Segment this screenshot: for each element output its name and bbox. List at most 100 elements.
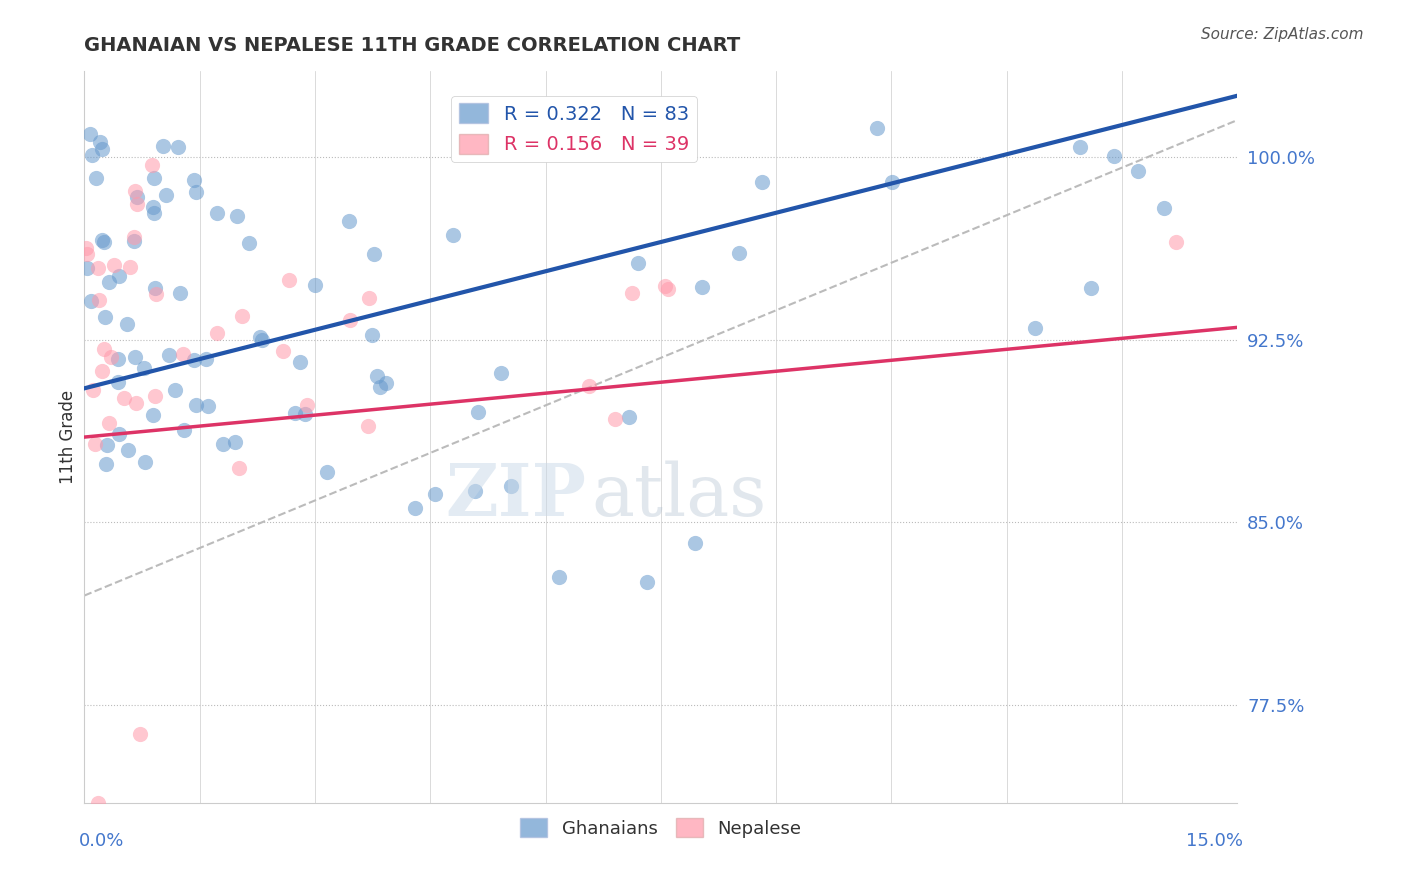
Point — [690, 280, 713, 294]
Point — [132, 360, 155, 375]
Point — [91, 142, 114, 156]
Point — [122, 234, 145, 248]
Point — [316, 465, 339, 479]
Point — [145, 389, 167, 403]
Point — [250, 333, 273, 347]
Point — [163, 383, 186, 397]
Text: atlas: atlas — [592, 460, 768, 531]
Point — [657, 282, 679, 296]
Point — [1164, 235, 1187, 249]
Point — [76, 247, 98, 261]
Point — [108, 427, 131, 442]
Point — [145, 286, 167, 301]
Point — [375, 376, 398, 390]
Point — [228, 460, 250, 475]
Point — [751, 175, 773, 189]
Point — [491, 366, 513, 380]
Point — [173, 423, 195, 437]
Point — [1024, 320, 1046, 334]
Point — [231, 310, 253, 324]
Point — [627, 256, 650, 270]
Point — [93, 342, 115, 356]
Point — [86, 796, 108, 810]
Point — [654, 279, 676, 293]
Point — [464, 484, 486, 499]
Point — [98, 416, 121, 430]
Point — [112, 807, 135, 822]
Point — [1069, 140, 1091, 154]
Point — [288, 354, 311, 368]
Point — [603, 412, 626, 426]
Point — [103, 258, 125, 272]
Point — [87, 260, 110, 275]
Point — [357, 291, 380, 305]
Point — [169, 286, 191, 301]
Text: 0.0%: 0.0% — [79, 832, 124, 850]
Point — [115, 317, 138, 331]
Point — [404, 500, 426, 515]
Point — [90, 363, 112, 377]
Point — [197, 399, 219, 413]
Point — [212, 437, 235, 451]
Text: Source: ZipAtlas.com: Source: ZipAtlas.com — [1201, 27, 1364, 42]
Point — [107, 376, 129, 390]
Point — [125, 395, 148, 409]
Point — [423, 486, 446, 500]
Point — [501, 478, 523, 492]
Point — [205, 326, 228, 340]
Legend: Ghanaians, Nepalese: Ghanaians, Nepalese — [513, 811, 808, 845]
Point — [226, 209, 249, 223]
Point — [238, 235, 260, 250]
Point — [84, 171, 107, 186]
Point — [205, 206, 228, 220]
Point — [84, 437, 107, 451]
Point — [1153, 201, 1175, 215]
Point — [339, 312, 361, 326]
Point — [76, 261, 98, 276]
Point — [124, 351, 146, 365]
Text: 15.0%: 15.0% — [1187, 832, 1243, 850]
Point — [366, 369, 388, 384]
Point — [82, 806, 104, 821]
Point — [108, 269, 131, 284]
Point — [273, 344, 295, 359]
Point — [80, 293, 103, 308]
Text: GHANAIAN VS NEPALESE 11TH GRADE CORRELATION CHART: GHANAIAN VS NEPALESE 11TH GRADE CORRELAT… — [84, 36, 741, 54]
Point — [619, 409, 641, 424]
Point — [87, 293, 110, 307]
Point — [184, 399, 207, 413]
Point — [79, 127, 101, 141]
Point — [1102, 149, 1125, 163]
Point — [360, 327, 382, 342]
Point — [368, 380, 391, 394]
Point — [118, 260, 141, 274]
Point — [357, 419, 380, 434]
Point — [284, 405, 307, 419]
Point — [143, 280, 166, 294]
Point — [728, 246, 751, 260]
Point — [183, 172, 205, 186]
Point — [142, 408, 165, 422]
Point — [96, 438, 118, 452]
Point — [125, 190, 148, 204]
Point — [224, 434, 246, 449]
Point — [129, 727, 152, 741]
Point — [467, 405, 489, 419]
Point — [337, 213, 360, 227]
Point — [75, 241, 97, 255]
Point — [547, 570, 569, 584]
Point — [882, 175, 904, 189]
Point — [127, 197, 149, 211]
Point — [304, 278, 326, 293]
Point — [636, 575, 658, 590]
Point — [441, 228, 464, 243]
Point — [142, 200, 165, 214]
Point — [107, 351, 129, 366]
Point — [866, 120, 889, 135]
Point — [100, 350, 122, 364]
Point — [94, 458, 117, 472]
Point — [94, 310, 117, 325]
Point — [117, 443, 139, 458]
Point — [122, 230, 145, 244]
Point — [1126, 164, 1149, 178]
